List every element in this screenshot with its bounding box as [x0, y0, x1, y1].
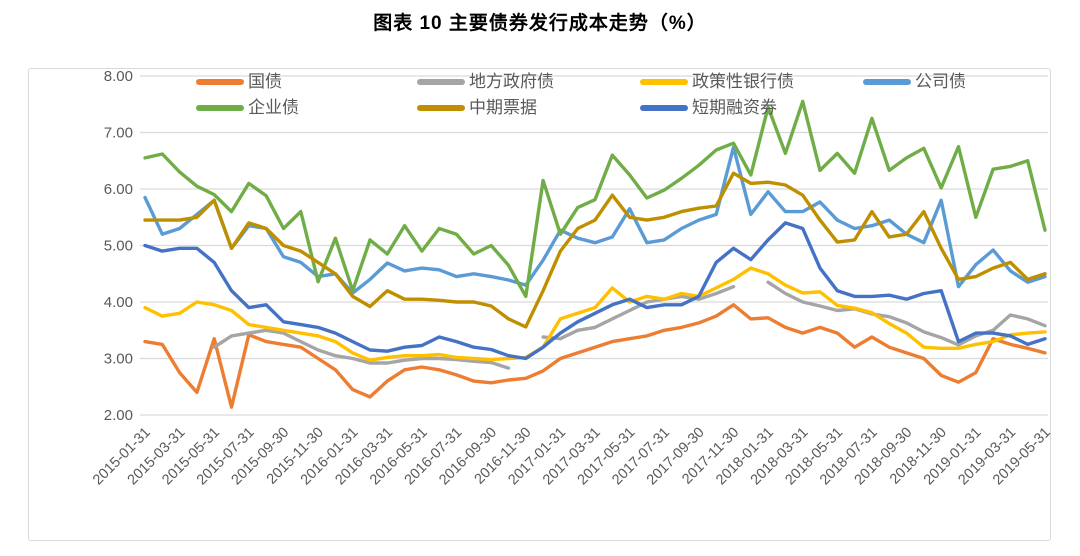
series-line-policy-bank	[143, 266, 1047, 362]
y-axis-tick-label: 4.00	[104, 294, 133, 311]
series-line-local-government	[212, 280, 1047, 370]
y-axis-tick-label: 5.00	[104, 238, 133, 255]
series-line-enterprise	[143, 99, 1047, 299]
y-axis-tick-label: 8.00	[104, 68, 133, 85]
series-line-treasury	[143, 303, 1047, 409]
y-axis-tick-label: 3.00	[104, 351, 133, 368]
series-line-mtn	[143, 171, 1047, 329]
y-axis-tick-label: 7.00	[104, 125, 133, 142]
series-line-scp	[143, 221, 1047, 361]
chart-title: 图表 10 主要债券发行成本走势（%）	[373, 13, 707, 34]
series-line-corporate	[143, 145, 1047, 295]
y-axis-tick-label: 6.00	[104, 181, 133, 198]
y-axis-tick-label: 2.00	[104, 407, 133, 424]
